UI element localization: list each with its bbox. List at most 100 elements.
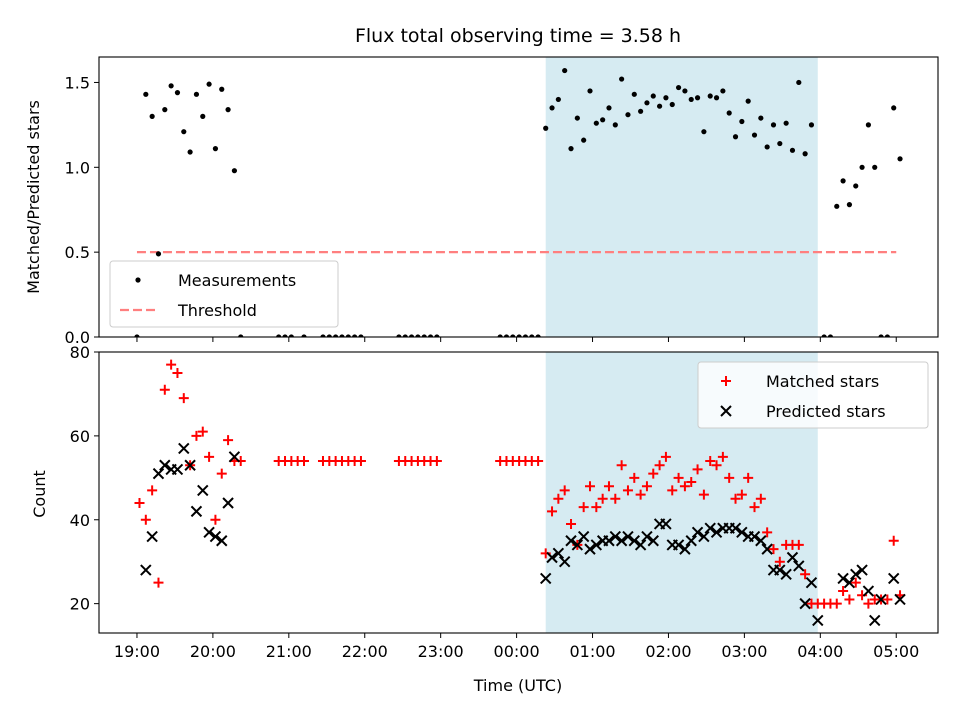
data-point <box>140 564 152 576</box>
data-point <box>878 334 884 337</box>
data-point <box>793 539 804 550</box>
data-point <box>705 456 716 467</box>
data-point <box>510 334 516 337</box>
data-point <box>187 149 193 155</box>
data-point <box>701 129 707 135</box>
top-axes-frame <box>98 56 939 338</box>
data-point <box>755 493 766 504</box>
bottom-series-predicted-stars <box>140 442 906 627</box>
data-point <box>724 472 735 483</box>
data-point <box>780 568 792 580</box>
data-point <box>543 125 549 131</box>
data-point <box>606 105 612 111</box>
x-tick-label: 00:00 <box>494 642 540 661</box>
data-point <box>850 568 862 580</box>
data-point <box>685 535 697 547</box>
data-point <box>326 334 332 337</box>
top-legend: Measurements Threshold <box>109 260 339 328</box>
data-point <box>831 598 842 609</box>
data-point <box>210 514 221 525</box>
x-tick-label: 21:00 <box>266 642 312 661</box>
data-point <box>178 442 190 455</box>
data-point <box>516 334 522 337</box>
data-point <box>736 489 747 500</box>
data-point <box>821 334 827 337</box>
data-point <box>616 460 627 471</box>
data-point <box>603 535 615 547</box>
data-point <box>146 530 158 543</box>
data-point <box>777 140 783 147</box>
data-point <box>143 91 149 97</box>
data-point <box>610 493 621 504</box>
data-point <box>745 98 751 104</box>
data-point <box>739 118 745 125</box>
bottom-legend: Matched stars Predicted stars <box>697 361 929 429</box>
data-point <box>888 572 900 585</box>
data-point <box>522 334 529 337</box>
data-point <box>581 137 587 143</box>
data-point <box>571 539 584 551</box>
data-point <box>758 115 764 121</box>
data-point <box>301 334 307 337</box>
bottom-panel: 20 40 60 80 19:00 20:00 21:00 22:00 23:00 00:00 01… <box>70 343 939 661</box>
data-point <box>688 96 694 103</box>
data-point <box>619 76 625 82</box>
data-point <box>793 560 805 572</box>
data-point <box>320 334 326 337</box>
data-point <box>764 144 770 150</box>
data-point <box>644 100 650 106</box>
data-point <box>200 113 206 119</box>
data-point <box>159 384 170 395</box>
data-point <box>768 544 779 555</box>
data-point <box>172 367 183 378</box>
data-point <box>565 535 577 547</box>
top-shaded-span <box>545 57 818 337</box>
legend-label: Predicted stars <box>766 402 886 421</box>
data-point <box>203 526 215 539</box>
data-point <box>875 593 887 606</box>
top-plot-area <box>134 57 903 337</box>
data-point <box>568 146 574 152</box>
data-point <box>288 334 294 337</box>
data-point <box>216 468 227 479</box>
x-tick-label: 23:00 <box>418 642 464 661</box>
data-point <box>897 156 903 162</box>
data-point <box>802 151 808 157</box>
data-point <box>884 334 890 337</box>
x-tick-label: 20:00 <box>190 642 236 661</box>
data-point <box>808 122 815 128</box>
data-point <box>694 95 701 101</box>
data-point <box>707 93 713 99</box>
x-tick-label: 05:00 <box>873 642 919 661</box>
data-point <box>762 527 773 538</box>
data-point <box>660 451 671 462</box>
y-tick-label: 1.0 <box>65 158 90 177</box>
data-point <box>547 506 558 517</box>
data-point <box>796 79 802 86</box>
data-point <box>856 564 868 576</box>
data-point <box>704 522 716 534</box>
data-point <box>761 543 773 555</box>
data-point <box>276 334 282 337</box>
data-point <box>663 95 669 101</box>
data-point <box>730 493 741 504</box>
legend-box <box>109 260 339 328</box>
data-point <box>732 134 739 140</box>
x-tick-label: 04:00 <box>797 642 843 661</box>
y-tick-label: 60 <box>70 427 90 446</box>
data-point <box>197 426 208 437</box>
data-point <box>190 505 203 518</box>
data-point <box>770 122 777 128</box>
data-point <box>631 91 637 97</box>
data-point <box>799 597 811 610</box>
data-point <box>408 334 415 337</box>
data-point <box>612 122 618 128</box>
data-point <box>635 489 646 500</box>
data-point <box>153 577 164 588</box>
data-point <box>679 543 691 555</box>
data-point <box>539 572 552 585</box>
data-point <box>717 451 728 462</box>
data-point <box>159 459 171 471</box>
bottom-y-axis-label: Count <box>30 470 49 518</box>
data-point <box>529 334 535 337</box>
